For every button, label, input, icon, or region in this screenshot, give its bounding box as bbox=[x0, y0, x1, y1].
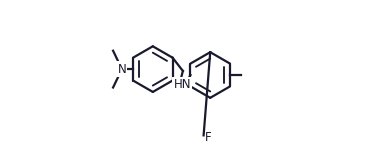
Text: N: N bbox=[117, 63, 126, 76]
Text: F: F bbox=[205, 131, 212, 144]
Text: HN: HN bbox=[173, 78, 191, 91]
